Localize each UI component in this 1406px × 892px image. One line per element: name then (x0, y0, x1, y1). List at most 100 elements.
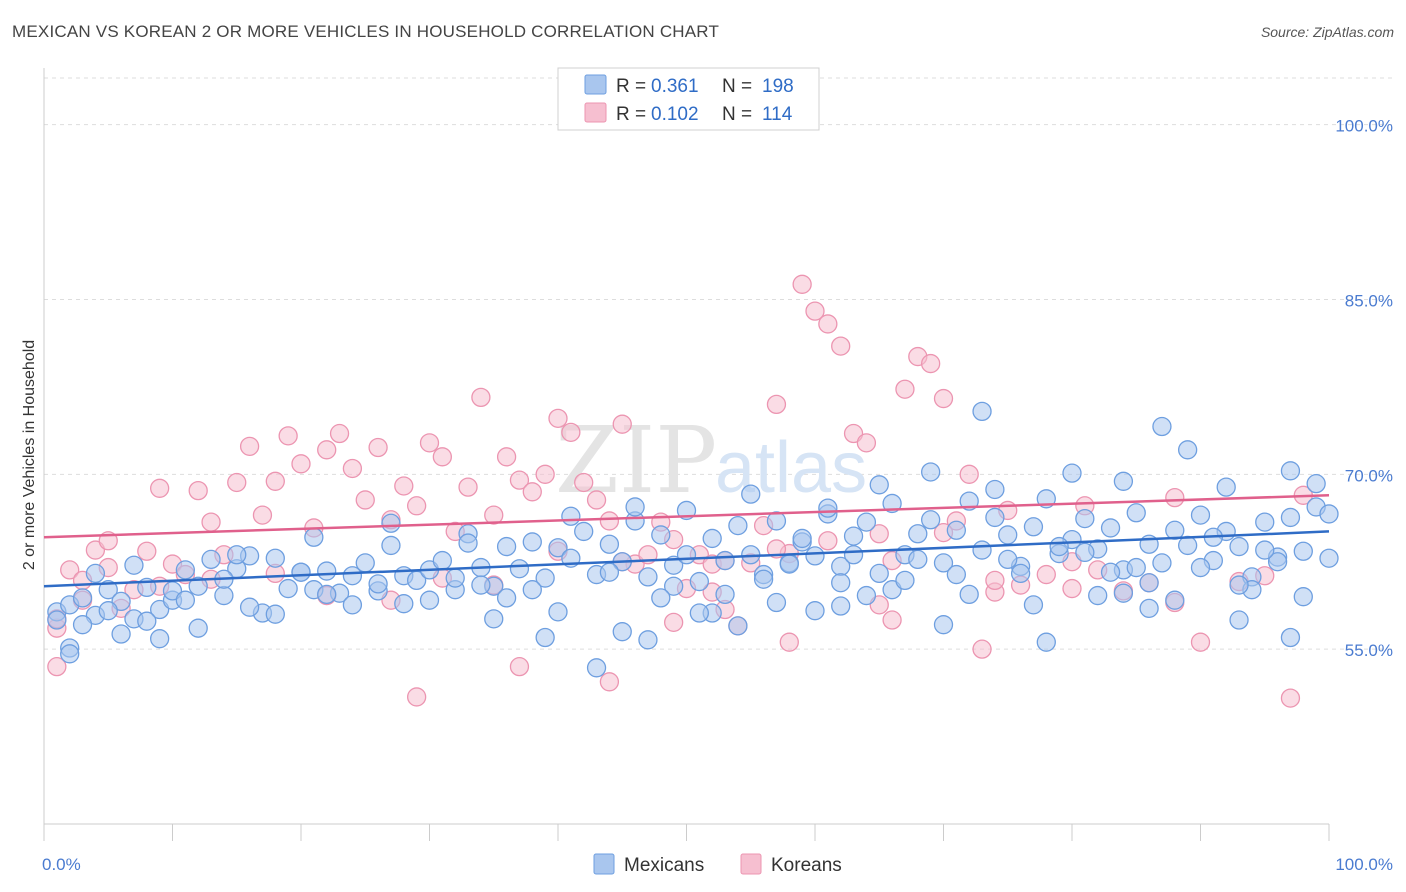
legend-n-label-koreans: N = (722, 104, 752, 125)
point-mexicans (599, 562, 620, 582)
watermark: ZIP atlas (555, 407, 867, 514)
point-mexicans (471, 575, 491, 595)
point-mexicans (1229, 536, 1249, 557)
legend-bottom-swatch-mexicans (593, 853, 615, 875)
point-mexicans (1255, 540, 1275, 560)
point-mexicans (638, 630, 658, 650)
point-koreans (278, 426, 298, 446)
y-tick-labels: 55.0% 70.0% 85.0% 100.0% (1335, 117, 1393, 661)
point-mexicans (856, 585, 877, 606)
point-mexicans (317, 561, 337, 581)
point-mexicans (548, 538, 568, 558)
point-mexicans (381, 513, 401, 533)
point-mexicans (72, 615, 93, 635)
point-mexicans (1306, 473, 1326, 494)
legend-series: Mexicans Koreans (593, 853, 842, 876)
point-mexicans (741, 484, 761, 504)
point-mexicans (843, 545, 864, 565)
point-koreans (1165, 487, 1185, 508)
point-mexicans (612, 622, 632, 642)
point-mexicans (227, 545, 247, 565)
point-mexicans (1126, 503, 1146, 523)
point-mexicans (149, 629, 170, 649)
point-mexicans (664, 576, 684, 596)
point-mexicans (946, 520, 966, 540)
point-koreans (856, 433, 877, 453)
point-mexicans (175, 560, 196, 580)
point-koreans (329, 423, 350, 444)
point-mexicans (137, 611, 157, 631)
point-mexicans (278, 578, 298, 599)
point-mexicans (522, 580, 542, 600)
point-mexicans (1113, 583, 1134, 603)
point-koreans (831, 336, 851, 356)
point-mexicans (175, 590, 196, 610)
point-mexicans (792, 528, 812, 549)
point-mexicans (458, 533, 478, 553)
point-mexicans (998, 525, 1018, 545)
point-mexicans (715, 584, 735, 605)
point-mexicans (985, 479, 1005, 500)
point-mexicans (715, 550, 735, 571)
point-mexicans (304, 527, 324, 547)
y-tick-label: 100.0% (1335, 117, 1393, 136)
point-mexicans (1049, 536, 1069, 557)
point-koreans (959, 464, 979, 484)
point-mexicans (317, 584, 337, 605)
point-mexicans (522, 532, 542, 552)
point-koreans (188, 480, 208, 501)
point-mexicans (1113, 471, 1134, 491)
point-mexicans (959, 584, 979, 605)
legend-r-label-koreans: R = (616, 104, 646, 125)
point-koreans (406, 687, 427, 707)
axes (43, 68, 1330, 841)
legend-r-label-mexicans: R = (616, 76, 646, 97)
x-tick-label-max: 100.0% (1335, 855, 1393, 874)
point-mexicans (1229, 610, 1249, 630)
point-mexicans (728, 616, 748, 636)
point-mexicans (831, 596, 851, 616)
point-mexicans (933, 553, 954, 573)
legend-bottom-label-mexicans: Mexicans (624, 855, 704, 876)
point-mexicans (535, 627, 555, 648)
point-mexicans (1293, 541, 1313, 561)
point-koreans (895, 379, 915, 399)
point-mexicans (368, 574, 388, 594)
point-mexicans (1293, 587, 1313, 607)
point-koreans (818, 531, 838, 551)
point-mexicans (638, 567, 658, 587)
trendlines (43, 494, 1330, 588)
point-mexicans (831, 573, 851, 593)
point-mexicans (188, 576, 208, 596)
trendline-mexicans (43, 530, 1330, 588)
point-mexicans (1165, 520, 1185, 540)
point-koreans (1036, 564, 1056, 585)
legend-r-value-koreans: 0.102 (651, 104, 699, 125)
point-mexicans (188, 618, 208, 638)
point-mexicans (496, 588, 517, 608)
point-mexicans (98, 601, 118, 621)
point-mexicans (1152, 553, 1172, 573)
point-mexicans (484, 609, 504, 629)
legend-n-label-mexicans: N = (722, 76, 752, 97)
point-mexicans (1010, 563, 1031, 584)
point-mexicans (805, 546, 825, 566)
y-axis-label: 2 or more Vehicles in Household (21, 340, 38, 570)
point-mexicans (972, 401, 992, 422)
point-koreans (355, 490, 375, 510)
point-mexicans (959, 491, 979, 511)
point-mexicans (1267, 552, 1288, 572)
point-koreans (805, 301, 825, 321)
point-mexicans (381, 535, 401, 556)
point-mexicans (1178, 440, 1198, 460)
point-koreans (265, 471, 285, 491)
point-mexicans (805, 601, 825, 621)
point-mexicans (1062, 463, 1082, 483)
watermark-zip: ZIP (555, 407, 717, 514)
legend-bottom-label-koreans: Koreans (771, 855, 842, 876)
point-mexicans (509, 559, 530, 579)
point-mexicans (85, 563, 106, 584)
point-koreans (1280, 688, 1301, 708)
point-koreans (471, 387, 491, 408)
point-mexicans (60, 644, 80, 664)
